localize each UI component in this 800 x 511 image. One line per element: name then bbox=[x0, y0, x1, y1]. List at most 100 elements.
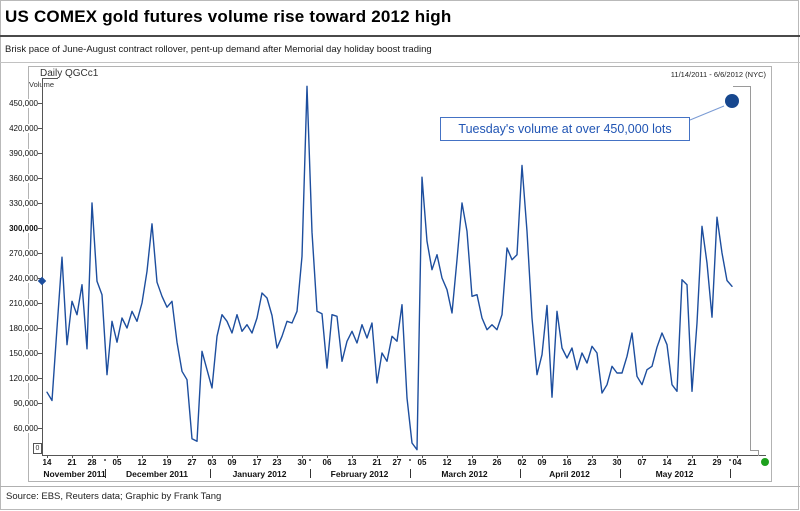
x-tick-mark bbox=[47, 455, 48, 458]
x-tick-mark bbox=[257, 455, 258, 458]
right-frame-jog-end bbox=[758, 450, 759, 456]
x-tick-mark bbox=[422, 455, 423, 458]
subtitle: Brisk pace of June-August contract rollo… bbox=[5, 44, 432, 55]
y-tick-mark bbox=[38, 153, 42, 154]
month-separator bbox=[409, 469, 411, 478]
x-tick-label: 12 bbox=[442, 458, 452, 467]
right-frame-line bbox=[750, 86, 751, 450]
x-tick-mark bbox=[92, 455, 93, 458]
y-tick-mark bbox=[38, 403, 42, 404]
x-tick-label: 16 bbox=[562, 458, 572, 467]
y-tick-mark bbox=[38, 178, 42, 179]
x-tick-mark bbox=[522, 455, 523, 458]
x-tick-mark bbox=[212, 455, 213, 458]
plot-area bbox=[46, 85, 739, 451]
x-tick-mark bbox=[692, 455, 693, 458]
page-title: US COMEX gold futures volume rise toward… bbox=[5, 7, 452, 26]
y-tick-label: 90,000 bbox=[2, 398, 38, 408]
x-tick-mark bbox=[352, 455, 353, 458]
month-boundary-dot bbox=[518, 459, 521, 461]
x-tick-label: 13 bbox=[347, 458, 357, 467]
month-separator bbox=[619, 469, 621, 478]
x-tick-label: 05 bbox=[417, 458, 427, 467]
month-label: February 2012 bbox=[330, 469, 389, 479]
y-tick-label: 210,000 bbox=[2, 298, 38, 308]
x-tick-label: 09 bbox=[537, 458, 547, 467]
x-tick-label: 27 bbox=[392, 458, 402, 467]
y-tick-mark bbox=[38, 253, 42, 254]
x-tick-label: 12 bbox=[137, 458, 147, 467]
x-tick-label: 27 bbox=[187, 458, 197, 467]
x-tick-label: 14 bbox=[42, 458, 52, 467]
x-tick-mark bbox=[142, 455, 143, 458]
y-tick-label: 360,000 bbox=[2, 173, 38, 183]
x-tick-label: 21 bbox=[372, 458, 382, 467]
month-boundary-dot bbox=[408, 459, 411, 461]
x-tick-label: 14 bbox=[662, 458, 672, 467]
x-tick-mark bbox=[327, 455, 328, 458]
x-tick-label: 29 bbox=[712, 458, 722, 467]
month-boundary-dot bbox=[308, 459, 311, 461]
x-axis-line bbox=[42, 455, 766, 456]
callout-line bbox=[689, 105, 725, 121]
x-tick-label: 21 bbox=[67, 458, 77, 467]
y-tick-label: 420,000 bbox=[2, 123, 38, 133]
y-tick-label: 180,000 bbox=[2, 323, 38, 333]
month-separator bbox=[104, 469, 106, 478]
date-range-label: 11/14/2011 - 6/6/2012 (NYC) bbox=[670, 70, 766, 79]
instrument-label: Daily QGCc1 bbox=[40, 68, 99, 79]
month-label: December 2011 bbox=[126, 469, 188, 479]
y-tick-label: 330,000 bbox=[2, 198, 38, 208]
x-tick-label: 07 bbox=[637, 458, 647, 467]
x-tick-label: 05 bbox=[112, 458, 122, 467]
month-separator bbox=[519, 469, 521, 478]
month-label: January 2012 bbox=[232, 469, 287, 479]
x-tick-label: 06 bbox=[322, 458, 332, 467]
y-tick-mark bbox=[38, 353, 42, 354]
x-tick-label: 03 bbox=[207, 458, 217, 467]
month-label: March 2012 bbox=[441, 469, 488, 479]
x-tick-mark bbox=[717, 455, 718, 458]
y-tick-mark bbox=[38, 203, 42, 204]
month-boundary-dot bbox=[618, 459, 621, 461]
month-boundary-dot bbox=[728, 459, 731, 461]
right-frame-jog bbox=[750, 450, 759, 451]
y-tick-label: 300,000 bbox=[2, 223, 38, 233]
y-tick-label: 450,000 bbox=[2, 98, 38, 108]
y-tick-label: 270,000 bbox=[2, 248, 38, 258]
latest-session-dot bbox=[761, 458, 769, 466]
y-tick-label: 60,000 bbox=[2, 423, 38, 433]
scale-marker-box: 0 bbox=[33, 443, 42, 454]
x-tick-label: 30 bbox=[612, 458, 622, 467]
source-line: Source: EBS, Reuters data; Graphic by Fr… bbox=[6, 491, 222, 502]
annotation-callout: Tuesday's volume at over 450,000 lots bbox=[440, 117, 690, 141]
x-tick-mark bbox=[117, 455, 118, 458]
source-divider bbox=[0, 486, 800, 487]
y-tick-mark bbox=[38, 228, 42, 229]
x-tick-label: 09 bbox=[227, 458, 237, 467]
y-axis-line bbox=[42, 78, 43, 455]
x-tick-label: 23 bbox=[587, 458, 597, 467]
x-tick-mark bbox=[472, 455, 473, 458]
x-tick-mark bbox=[592, 455, 593, 458]
month-label: May 2012 bbox=[655, 469, 694, 479]
x-tick-mark bbox=[72, 455, 73, 458]
y-tick-label: 240,000 bbox=[2, 273, 38, 283]
x-tick-label: 23 bbox=[272, 458, 282, 467]
right-frame-top-bracket bbox=[733, 86, 751, 87]
x-tick-mark bbox=[192, 455, 193, 458]
x-tick-label: 30 bbox=[297, 458, 307, 467]
y-tick-mark bbox=[38, 428, 42, 429]
x-tick-label: 21 bbox=[687, 458, 697, 467]
x-tick-label: 04 bbox=[732, 458, 742, 467]
month-separator bbox=[729, 469, 731, 478]
x-tick-mark bbox=[667, 455, 668, 458]
y-tick-mark bbox=[38, 303, 42, 304]
x-tick-mark bbox=[737, 455, 738, 458]
title-divider bbox=[0, 35, 800, 37]
x-tick-label: 19 bbox=[162, 458, 172, 467]
x-tick-mark bbox=[542, 455, 543, 458]
x-tick-label: 28 bbox=[87, 458, 97, 467]
x-tick-mark bbox=[397, 455, 398, 458]
